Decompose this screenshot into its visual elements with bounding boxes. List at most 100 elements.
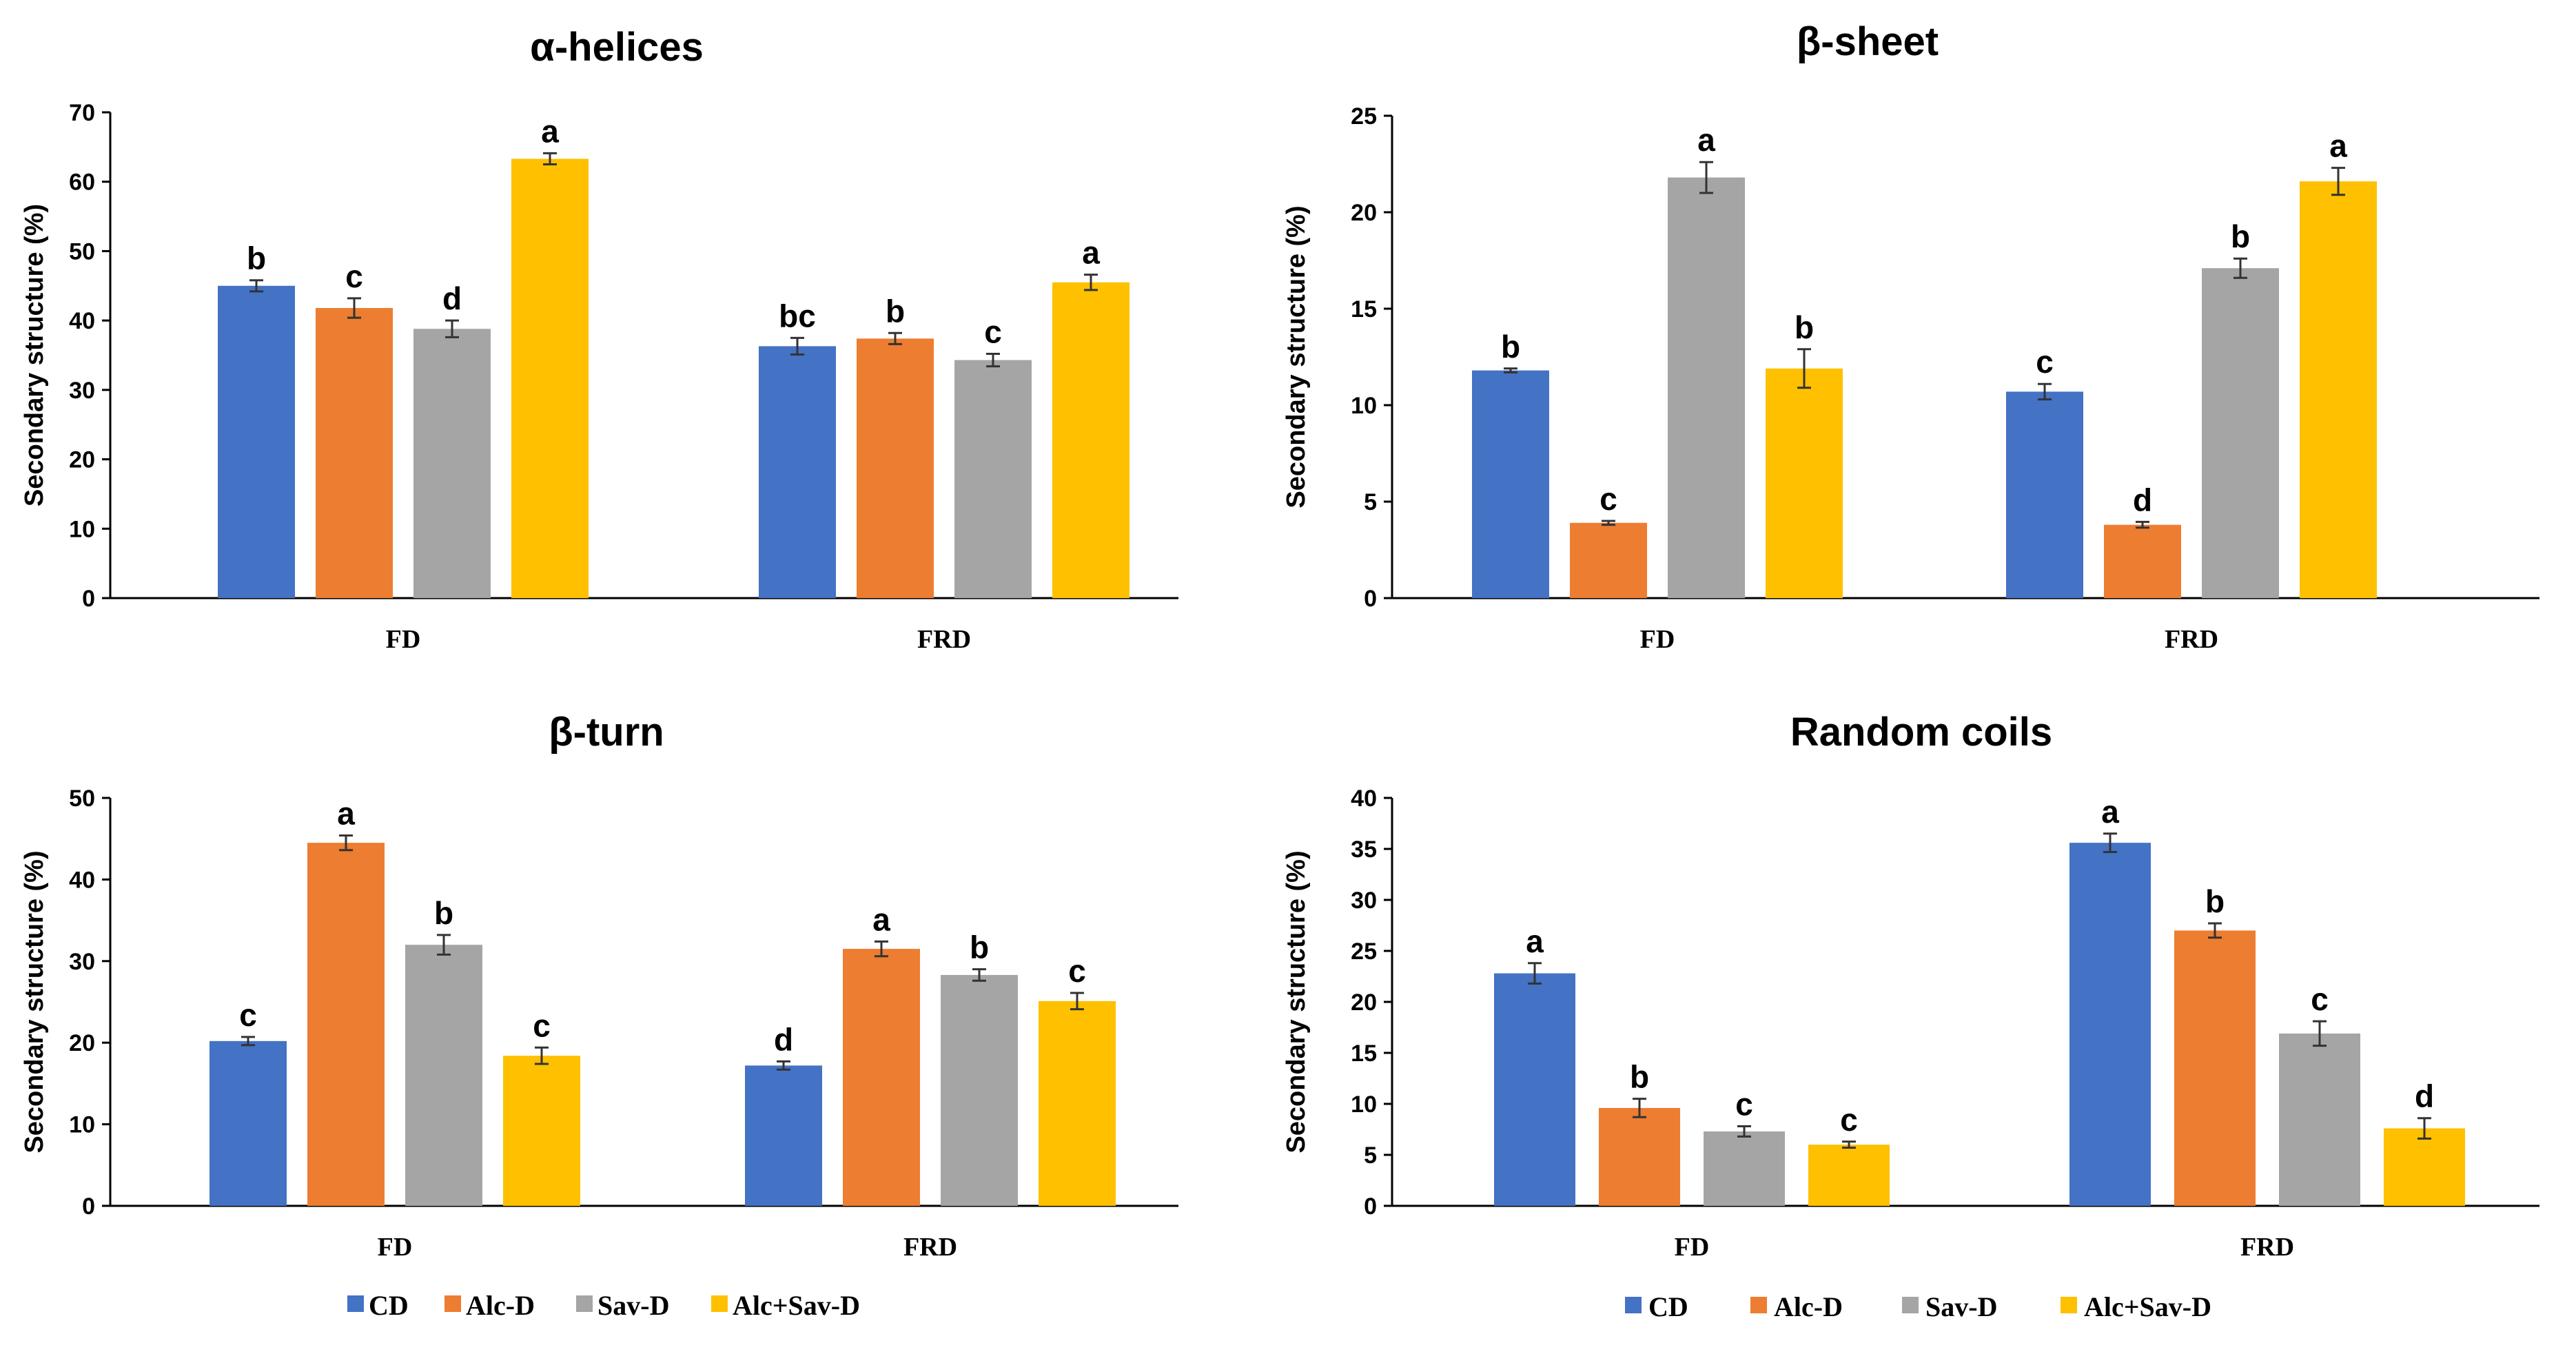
legend-label: CD	[369, 1290, 409, 1321]
legend-label: Sav-D	[597, 1290, 669, 1321]
legend-swatch	[444, 1295, 461, 1312]
x-category-label: FD	[386, 625, 421, 654]
bar-cd-frd	[2069, 843, 2151, 1206]
y-tick-label: 10	[1351, 1091, 1377, 1118]
error-bar	[1699, 161, 1713, 194]
error-bar	[2417, 1117, 2431, 1140]
significance-letter: a	[541, 113, 559, 149]
error-bar	[1504, 367, 1517, 373]
chart-title: β-sheet	[1797, 19, 1939, 64]
significance-letter: a	[1526, 923, 1544, 959]
error-bar	[2136, 520, 2149, 529]
legend-swatch	[2061, 1297, 2077, 1313]
y-axis-label: Secondary structure (%)	[20, 204, 49, 506]
significance-letter: b	[886, 293, 905, 329]
chart-title: α-helices	[530, 25, 704, 70]
legend-1: CD Alc-D Sav-D Alc+Sav-D	[1625, 1291, 2211, 1322]
error-bar	[241, 1036, 255, 1047]
bar-cd-fd	[209, 1040, 287, 1206]
significance-letter: d	[774, 1021, 793, 1057]
significance-letter: d	[442, 280, 462, 316]
error-bar	[1842, 1140, 1856, 1149]
bar-alc-d-fd	[1599, 1107, 1680, 1206]
legend-swatch	[1625, 1297, 1642, 1313]
bar-sav-d-fd	[405, 945, 482, 1206]
error-bar	[1528, 962, 1542, 985]
error-bar	[2233, 257, 2247, 279]
y-tick-label: 30	[69, 949, 95, 975]
legend-swatch	[711, 1295, 728, 1312]
significance-letter: b	[2205, 883, 2225, 919]
significance-letter: c	[1599, 481, 1617, 517]
y-tick-label: 0	[1364, 586, 1377, 612]
bar-alc-sav-d-fd	[503, 1056, 580, 1206]
chart-panel-2: β-turn Secondary structure (%) 0 10 20 30 40 50…	[20, 710, 1178, 1262]
significance-letter: b	[970, 930, 989, 965]
significance-letter: d	[2133, 482, 2152, 517]
legend-label: Alc-D	[466, 1290, 535, 1321]
y-tick-label: 15	[1351, 296, 1377, 322]
error-bar	[1602, 520, 1615, 526]
legend-label: Alc-D	[1774, 1291, 1843, 1322]
legend-label: Alc+Sav-D	[733, 1290, 860, 1321]
bar-sav-d-fd	[1704, 1131, 1785, 1206]
error-bar	[1737, 1125, 1751, 1138]
bar-alc-d-frd	[843, 949, 920, 1206]
x-category-label: FRD	[2165, 625, 2218, 654]
bar-sav-d-fd	[413, 329, 491, 598]
error-bar	[249, 279, 263, 293]
chart-panel-3: Random coils Secondary structure (%) 0 5 10 1…	[1282, 710, 2539, 1262]
significance-letter: a	[1082, 235, 1100, 271]
legend-swatch	[1902, 1297, 1919, 1313]
y-tick-label: 40	[69, 867, 95, 893]
significance-letter: b	[1501, 329, 1520, 365]
error-bar	[543, 152, 557, 166]
legend-0: CD Alc-D Sav-D Alc+Sav-D	[347, 1290, 860, 1321]
bar-alc-d-fd	[1570, 522, 1647, 598]
chart-title: β-turn	[549, 710, 664, 755]
error-bar	[986, 352, 1000, 368]
x-category-label: FD	[1675, 1233, 1710, 1262]
significance-letter: c	[2311, 981, 2329, 1017]
bar-sav-d-frd	[2279, 1033, 2360, 1206]
error-bar	[972, 968, 986, 982]
chart-title: Random coils	[1790, 710, 2052, 755]
y-tick-label: 30	[1351, 888, 1377, 914]
error-bar	[2331, 167, 2345, 196]
error-bar	[790, 336, 804, 356]
significance-letter: c	[984, 314, 1002, 349]
error-bar	[1070, 992, 1084, 1011]
x-category-label: FRD	[917, 625, 971, 654]
y-tick-label: 5	[1364, 1142, 1377, 1169]
significance-letter: c	[1068, 953, 1086, 989]
y-tick-label: 50	[69, 786, 95, 812]
bar-alc-sav-d-frd	[1039, 1001, 1116, 1206]
significance-letter: a	[2329, 128, 2347, 164]
legend-swatch	[1750, 1297, 1767, 1313]
significance-letter: a	[337, 795, 355, 831]
error-bar	[2313, 1020, 2327, 1047]
bar-alc-sav-d-frd	[2384, 1128, 2465, 1206]
bar-alc-d-frd	[2174, 930, 2256, 1206]
error-bar	[888, 331, 902, 345]
y-tick-label: 50	[69, 238, 95, 265]
legend-label: CD	[1648, 1291, 1688, 1322]
significance-letter: b	[247, 240, 266, 276]
y-tick-label: 10	[69, 516, 95, 542]
bar-sav-d-frd	[954, 360, 1032, 598]
legend-label: Sav-D	[1925, 1291, 1997, 1322]
y-tick-label: 25	[1351, 103, 1377, 130]
y-tick-label: 20	[69, 1030, 95, 1056]
y-tick-label: 35	[1351, 837, 1377, 863]
y-tick-label: 0	[1364, 1193, 1377, 1220]
error-bar	[777, 1060, 790, 1071]
x-category-label: FD	[1640, 625, 1675, 654]
bar-cd-frd	[759, 346, 836, 598]
bar-alc-d-frd	[857, 338, 934, 598]
bar-cd-fd	[1494, 973, 1575, 1206]
significance-letter: a	[2101, 794, 2119, 830]
significance-letter: bc	[779, 298, 816, 334]
y-tick-label: 20	[1351, 200, 1377, 226]
bar-sav-d-fd	[1668, 177, 1745, 599]
error-bar	[1797, 348, 1811, 389]
